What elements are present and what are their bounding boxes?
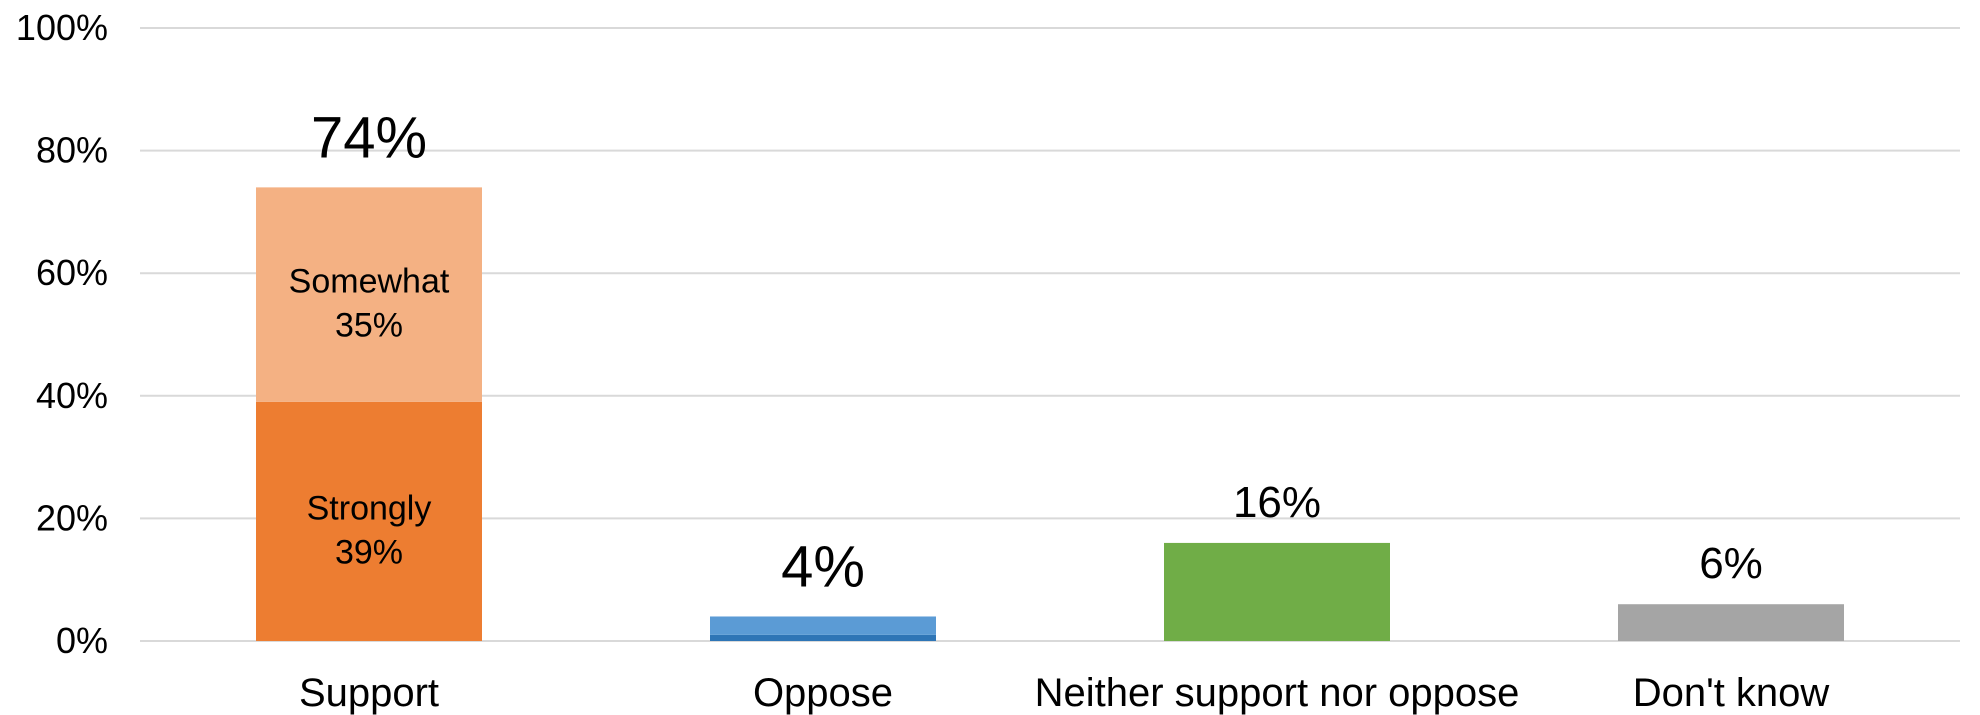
- bar-segment: [710, 616, 936, 635]
- total-value-label: 6%: [1699, 539, 1763, 588]
- y-tick-label: 0%: [56, 620, 108, 661]
- bar-segment: [1164, 542, 1390, 641]
- category-label: Support: [299, 671, 439, 715]
- y-tick-label: 40%: [36, 375, 108, 416]
- category-label: Don't know: [1633, 671, 1830, 715]
- y-tick-label: 20%: [36, 497, 108, 538]
- segment-value-label: 35%: [335, 307, 403, 345]
- category-label: Oppose: [753, 671, 893, 715]
- segment-name-label: Strongly: [307, 489, 432, 527]
- segment-value-label: 39%: [335, 533, 403, 571]
- total-value-label: 4%: [781, 534, 865, 599]
- bar-segment: [1618, 604, 1844, 641]
- segment-name-label: Somewhat: [289, 263, 450, 301]
- bar-segment: [710, 634, 936, 641]
- category-label: Neither support nor oppose: [1035, 671, 1520, 715]
- y-tick-label: 80%: [36, 130, 108, 171]
- bar-segment: [256, 401, 482, 641]
- total-value-label: 74%: [311, 105, 427, 170]
- y-tick-label: 60%: [36, 252, 108, 293]
- bar-segment: [256, 187, 482, 402]
- total-value-label: 16%: [1233, 478, 1321, 527]
- y-tick-label: 100%: [16, 7, 108, 48]
